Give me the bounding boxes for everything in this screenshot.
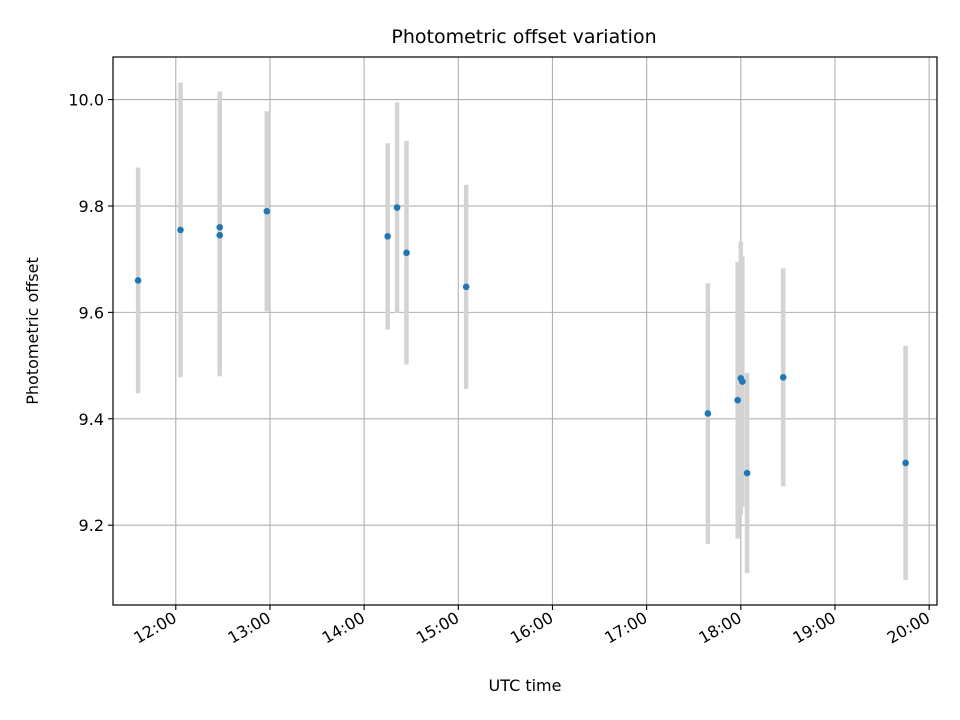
chart-title: Photometric offset variation	[391, 26, 656, 48]
data-points	[134, 204, 909, 477]
plot-frame	[112, 56, 938, 606]
x-axis-label: UTC time	[489, 676, 562, 695]
data-point	[462, 283, 470, 291]
data-point	[403, 249, 410, 257]
data-point	[263, 207, 271, 215]
y-tick-label: 10.0	[68, 91, 104, 110]
data-point	[734, 396, 741, 404]
y-axis-label: Photometric offset	[23, 257, 42, 405]
y-tick-label: 9.2	[79, 516, 104, 535]
data-point	[134, 277, 142, 284]
data-point	[704, 410, 712, 417]
data-point	[902, 459, 909, 467]
data-point	[393, 204, 401, 211]
y-tick-label: 9.8	[79, 197, 104, 216]
data-point	[216, 223, 224, 231]
data-point	[384, 232, 391, 240]
data-point	[216, 231, 224, 239]
data-point	[743, 469, 751, 477]
data-point	[739, 378, 746, 385]
y-tick-label: 9.4	[79, 410, 104, 429]
y-tick-label: 9.6	[79, 303, 104, 322]
data-point	[779, 373, 787, 381]
grid	[113, 57, 937, 605]
data-point	[177, 226, 184, 234]
